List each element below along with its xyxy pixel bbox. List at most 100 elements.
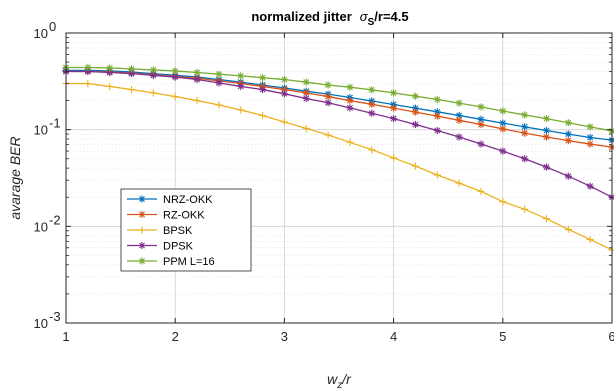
y-tick-label: 10 [34, 26, 48, 41]
data-point [390, 89, 398, 97]
data-point [346, 138, 354, 146]
marker-stroke [434, 108, 441, 115]
marker-stroke [106, 64, 113, 71]
marker-stroke [325, 81, 332, 88]
data-point [455, 99, 463, 107]
plot-background [66, 33, 612, 323]
data-point [324, 92, 332, 101]
legend-label: NRZ-OKK [163, 194, 213, 206]
data-point [302, 94, 310, 103]
data-point [521, 205, 529, 213]
marker-stroke [543, 164, 550, 171]
legend-entry: DPSK [127, 241, 194, 253]
marker-stroke [150, 72, 157, 79]
marker-stroke [194, 76, 201, 83]
marker-stroke [325, 93, 332, 100]
data-point [215, 79, 223, 87]
data-point [542, 133, 551, 141]
marker-stroke [346, 104, 353, 111]
data-point [433, 95, 441, 104]
chart-title-sigma: σ [360, 9, 369, 24]
ticks [65, 32, 613, 324]
data-point [280, 85, 288, 94]
x-axis-label-sub: z [336, 380, 342, 391]
marker-stroke [521, 111, 528, 118]
marker-stroke [106, 69, 113, 76]
marker-stroke [543, 127, 550, 134]
data-point [193, 75, 201, 84]
y-tick-exponent: -3 [49, 309, 61, 324]
marker-stroke [139, 242, 145, 249]
data-point [477, 187, 485, 195]
marker-stroke [412, 93, 419, 100]
data-point [138, 210, 146, 219]
marker-stroke [237, 72, 244, 79]
marker-stroke [215, 79, 222, 86]
data-point [149, 89, 157, 97]
y-tick-label: 10 [34, 316, 48, 331]
data-point [368, 100, 376, 108]
x-tick-label: 6 [608, 329, 614, 344]
data-point [542, 115, 551, 123]
x-tick-label: 1 [62, 329, 69, 344]
marker-stroke [521, 123, 528, 130]
data-point [193, 96, 201, 105]
data-point [455, 179, 463, 187]
data-point [138, 257, 146, 265]
marker-stroke [412, 121, 419, 128]
data-point [280, 118, 288, 126]
data-point [258, 111, 267, 120]
data-point [586, 235, 594, 244]
y-tick-exponent: 0 [49, 19, 56, 34]
x-axis-label: wz/r [327, 371, 352, 391]
data-point [138, 195, 146, 203]
marker-stroke [128, 65, 135, 72]
data-point [302, 124, 310, 133]
marker-stroke [139, 196, 145, 202]
marker-stroke [390, 89, 397, 96]
marker-stroke [499, 125, 506, 132]
marker-stroke [499, 148, 506, 155]
data-point [521, 111, 529, 119]
data-point [138, 241, 146, 250]
series-ppm-l-16 [62, 63, 614, 135]
data-point [455, 116, 463, 124]
marker-stroke [368, 110, 375, 117]
y-tick-base: 10 [34, 26, 48, 41]
marker-stroke [499, 120, 506, 127]
series-layer [62, 63, 614, 254]
marker-stroke [521, 130, 528, 137]
data-point [280, 75, 288, 84]
data-point [84, 63, 92, 72]
data-point [499, 198, 507, 206]
marker-stroke [565, 173, 572, 180]
data-point [433, 171, 441, 179]
data-point [258, 74, 267, 82]
x-axis-label-main: w [327, 371, 338, 387]
data-point [368, 109, 376, 117]
data-point [521, 155, 529, 163]
marker-stroke [390, 115, 397, 122]
chart-title-prefix: normalized jitter [251, 9, 351, 24]
marker-stroke [346, 84, 353, 91]
chart-title-sub: S [368, 17, 375, 28]
marker-stroke [139, 211, 145, 218]
data-point [586, 123, 594, 131]
marker-stroke [456, 134, 463, 140]
data-point [564, 225, 572, 233]
x-tick-label: 3 [281, 329, 288, 344]
data-point [564, 119, 572, 127]
y-tick-base: 10 [34, 123, 48, 138]
data-point [542, 126, 551, 135]
marker-stroke [390, 105, 397, 112]
data-point [564, 137, 572, 145]
data-point [368, 86, 376, 94]
data-point [302, 78, 310, 86]
data-point [237, 72, 245, 80]
marker-stroke [587, 134, 594, 141]
data-point [433, 126, 441, 135]
marker-stroke [456, 112, 463, 119]
